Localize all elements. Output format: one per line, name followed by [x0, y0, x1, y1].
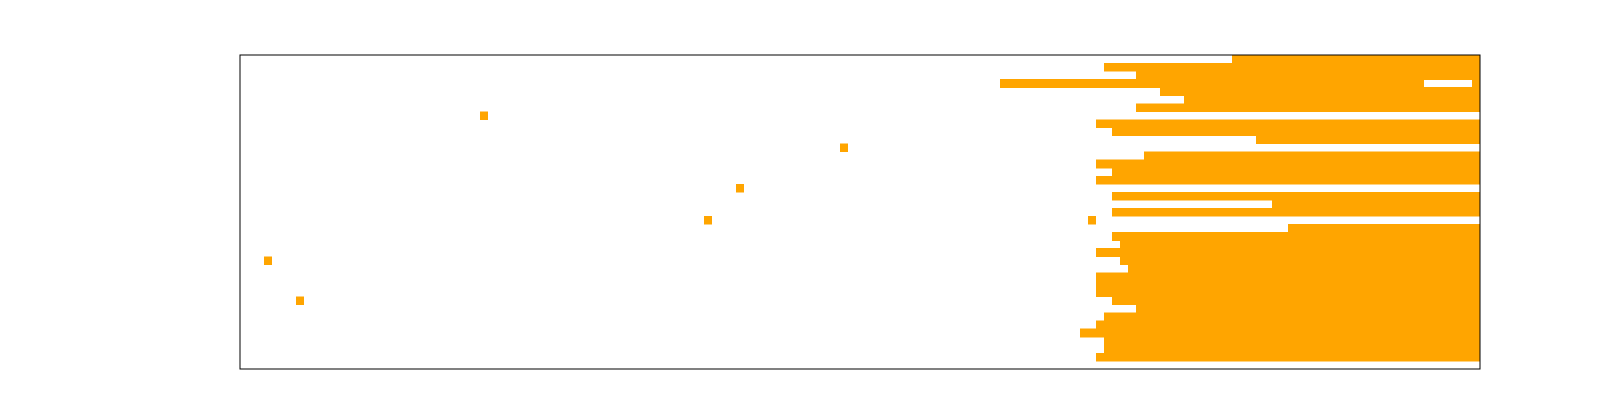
- heatmap-cell: [1088, 216, 1096, 225]
- heatmap-row-fill: [1112, 296, 1480, 306]
- heatmap-row-fill: [1136, 71, 1480, 80]
- heatmap-row-fill: [1112, 127, 1480, 137]
- heatmap-row-fill: [1096, 352, 1480, 362]
- heatmap-row-fill: [1096, 272, 1480, 282]
- heatmap-row-fill: [1184, 95, 1480, 104]
- heatmap-cells: [264, 55, 1480, 362]
- heatmap-row-fill: [1096, 159, 1480, 169]
- heatmap-cell: [480, 111, 488, 121]
- heatmap-row-fill: [1096, 280, 1480, 290]
- heatmap-row-fill: [1232, 55, 1480, 64]
- heatmap-row-fill: [1128, 264, 1480, 273]
- heatmap-row-fill: [1112, 232, 1480, 241]
- heatmap-row-fill: [1096, 288, 1480, 298]
- heatmap-cell: [704, 216, 712, 225]
- plot-frame: [239, 54, 1481, 370]
- heatmap-cell: [840, 143, 848, 153]
- heatmap-cell: [296, 296, 304, 306]
- heatmap-row-fill: [1120, 240, 1480, 249]
- heatmap-row-fill: [1096, 175, 1480, 185]
- heatmap-row-fill: [1272, 199, 1480, 209]
- heatmap-row-fill: [1136, 304, 1480, 314]
- heatmap-row-fill: [1104, 312, 1480, 322]
- heatmap-row-fill: [1112, 191, 1480, 201]
- heatmap-row-fill: [1160, 87, 1480, 96]
- heatmap-row-fill: [1104, 344, 1480, 354]
- heatmap-row-fill: [1104, 63, 1480, 72]
- heatmap-row-fill: [1120, 256, 1480, 265]
- heatmap-row-fill: [1096, 320, 1480, 330]
- heatmap-row-fill: [1256, 135, 1480, 145]
- heatmap-row-fill: [1288, 224, 1480, 233]
- heatmap-row-fill: [1104, 336, 1480, 346]
- heatmap-row-fill: [1096, 119, 1480, 129]
- heatmap-row-fill: [1136, 103, 1480, 112]
- heatmap-row-fill: [1144, 151, 1480, 161]
- heatmap-cell: [736, 183, 744, 193]
- heatmap-row-fill: [1472, 79, 1480, 88]
- heatmap-row-fill: [1000, 79, 1424, 88]
- heatmap-row-fill: [1080, 328, 1480, 338]
- heatmap-cell: [264, 256, 272, 265]
- heatmap-row-fill: [1112, 167, 1480, 177]
- heatmap-row-fill: [1112, 207, 1480, 217]
- heatmap-row-fill: [1096, 248, 1480, 257]
